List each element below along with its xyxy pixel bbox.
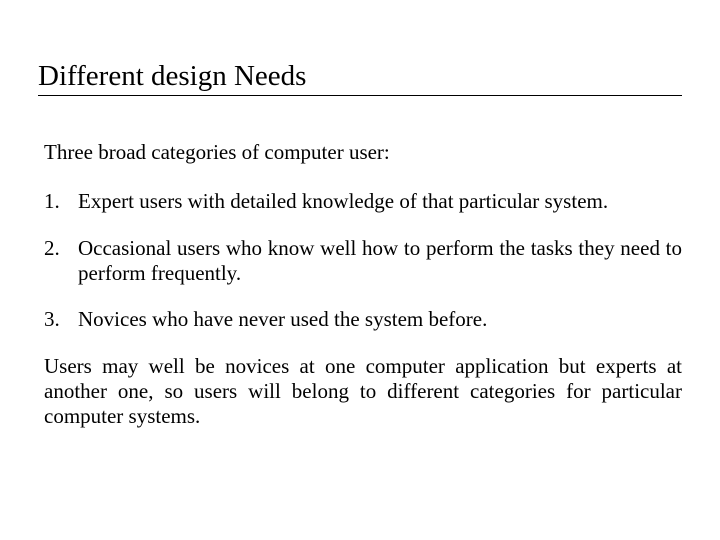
closing-text: Users may well be novices at one compute… [44, 354, 682, 428]
list-item: 1. Expert users with detailed knowledge … [44, 189, 682, 214]
slide-title: Different design Needs [38, 60, 682, 96]
list-text: Occasional users who know well how to pe… [78, 236, 682, 285]
list-number: 2. [44, 236, 60, 261]
list-item: 2. Occasional users who know well how to… [44, 236, 682, 286]
list-number: 1. [44, 189, 60, 214]
intro-text: Three broad categories of computer user: [44, 140, 682, 165]
list-number: 3. [44, 307, 60, 332]
list-text: Expert users with detailed knowledge of … [78, 189, 608, 213]
category-list: 1. Expert users with detailed knowledge … [44, 189, 682, 332]
list-item: 3. Novices who have never used the syste… [44, 307, 682, 332]
list-text: Novices who have never used the system b… [78, 307, 487, 331]
